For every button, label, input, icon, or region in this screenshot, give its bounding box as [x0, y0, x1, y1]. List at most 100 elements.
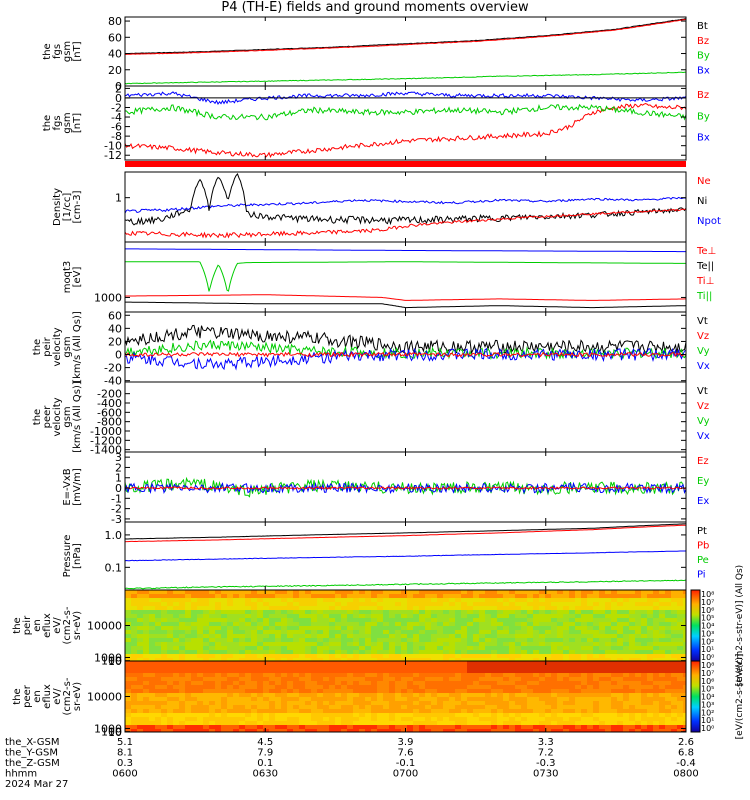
heatmap-cell — [617, 685, 624, 690]
heatmap-cell — [143, 697, 150, 702]
heatmap-cell — [347, 654, 354, 659]
heatmap-cell — [593, 729, 600, 732]
x-axis-row-value: 4.5 — [257, 737, 273, 748]
heatmap-cell — [155, 729, 162, 732]
heatmap-cell — [467, 638, 474, 643]
heatmap-cell — [683, 618, 686, 623]
heatmap-cell — [413, 602, 420, 607]
heatmap-cell — [497, 689, 504, 694]
heatmap-cell — [461, 610, 468, 615]
heatmap-cell — [545, 701, 552, 706]
heatmap-cell — [341, 622, 348, 627]
heatmap-cell — [197, 677, 204, 682]
heatmap-cell — [575, 654, 582, 659]
heatmap-cell — [437, 697, 444, 702]
colorbar-tick-label: 10⁴ — [701, 622, 714, 631]
heatmap-cell — [359, 673, 366, 678]
heatmap-cell — [335, 677, 342, 682]
heatmap-cell — [371, 725, 378, 730]
heatmap-cell — [371, 681, 378, 686]
heatmap-cell — [167, 705, 174, 710]
heatmap-cell — [353, 590, 360, 595]
heatmap-cell — [125, 638, 132, 643]
heatmap-cell — [431, 689, 438, 694]
heatmap-cell — [413, 677, 420, 682]
heatmap-cell — [503, 598, 510, 603]
heatmap-cell — [557, 594, 564, 599]
heatmap-cell — [677, 626, 684, 631]
y-axis-label: [nPa] — [72, 543, 83, 569]
heatmap-cell — [569, 626, 576, 631]
heatmap-cell — [659, 673, 666, 678]
heatmap-cell — [395, 642, 402, 647]
heatmap-cell — [299, 665, 306, 670]
heatmap-cell — [143, 689, 150, 694]
heatmap-cell — [359, 634, 366, 639]
x-axis-row-value: 3.9 — [398, 737, 414, 748]
heatmap-cell — [467, 669, 474, 674]
heatmap-cell — [521, 634, 528, 639]
heatmap-cell — [659, 602, 666, 607]
heatmap-cell — [545, 634, 552, 639]
heatmap-cell — [299, 713, 306, 718]
heatmap-cell — [305, 654, 312, 659]
heatmap-cell — [467, 685, 474, 690]
heatmap-cell — [335, 598, 342, 603]
heatmap-cell — [641, 697, 648, 702]
heatmap-cell — [641, 602, 648, 607]
heatmap-cell — [203, 685, 210, 690]
heatmap-cell — [173, 729, 180, 732]
heatmap-cell — [587, 602, 594, 607]
heatmap-cell — [131, 721, 138, 726]
heatmap-cell — [209, 673, 216, 678]
heatmap-cell — [287, 606, 294, 611]
heatmap-cell — [563, 634, 570, 639]
heatmap-cell — [623, 654, 630, 659]
heatmap-cell — [449, 681, 456, 686]
heatmap-cell — [605, 606, 612, 611]
heatmap-cell — [233, 705, 240, 710]
heatmap-cell — [281, 590, 288, 595]
series-line-pb — [125, 524, 686, 543]
heatmap-cell — [305, 721, 312, 726]
heatmap-cell — [671, 598, 678, 603]
heatmap-cell — [353, 669, 360, 674]
heatmap-cell — [443, 681, 450, 686]
heatmap-cell — [125, 693, 132, 698]
heatmap-cell — [635, 705, 642, 710]
heatmap-cell — [437, 701, 444, 706]
heatmap-cell — [125, 590, 132, 595]
heatmap-cell — [665, 725, 672, 730]
heatmap-cell — [605, 594, 612, 599]
heatmap-cell — [497, 701, 504, 706]
heatmap-cell — [257, 689, 264, 694]
heatmap-cell — [215, 685, 222, 690]
heatmap-cell — [521, 709, 528, 714]
heatmap-cell — [593, 626, 600, 631]
heatmap-cell — [143, 590, 150, 595]
heatmap-cell — [665, 626, 672, 631]
colorbar-tick-label: 10³ — [701, 629, 714, 638]
heatmap-cell — [647, 701, 654, 706]
heatmap-cell — [287, 618, 294, 623]
heatmap-cell — [467, 642, 474, 647]
heatmap-cell — [407, 661, 414, 666]
heatmap-cell — [551, 693, 558, 698]
heatmap-cell — [419, 665, 426, 670]
heatmap-cell — [245, 709, 252, 714]
heatmap-cell — [167, 590, 174, 595]
heatmap-cell — [593, 646, 600, 651]
heatmap-cell — [359, 725, 366, 730]
heatmap-cell — [503, 590, 510, 595]
heatmap-cell — [377, 725, 384, 730]
heatmap-cell — [161, 669, 168, 674]
heatmap-cell — [353, 729, 360, 732]
heatmap-cell — [533, 622, 540, 627]
heatmap-cell — [521, 598, 528, 603]
heatmap-cell — [353, 685, 360, 690]
heatmap-cell — [233, 622, 240, 627]
heatmap-cell — [179, 658, 186, 661]
heatmap-cell — [203, 646, 210, 651]
heatmap-cell — [449, 697, 456, 702]
